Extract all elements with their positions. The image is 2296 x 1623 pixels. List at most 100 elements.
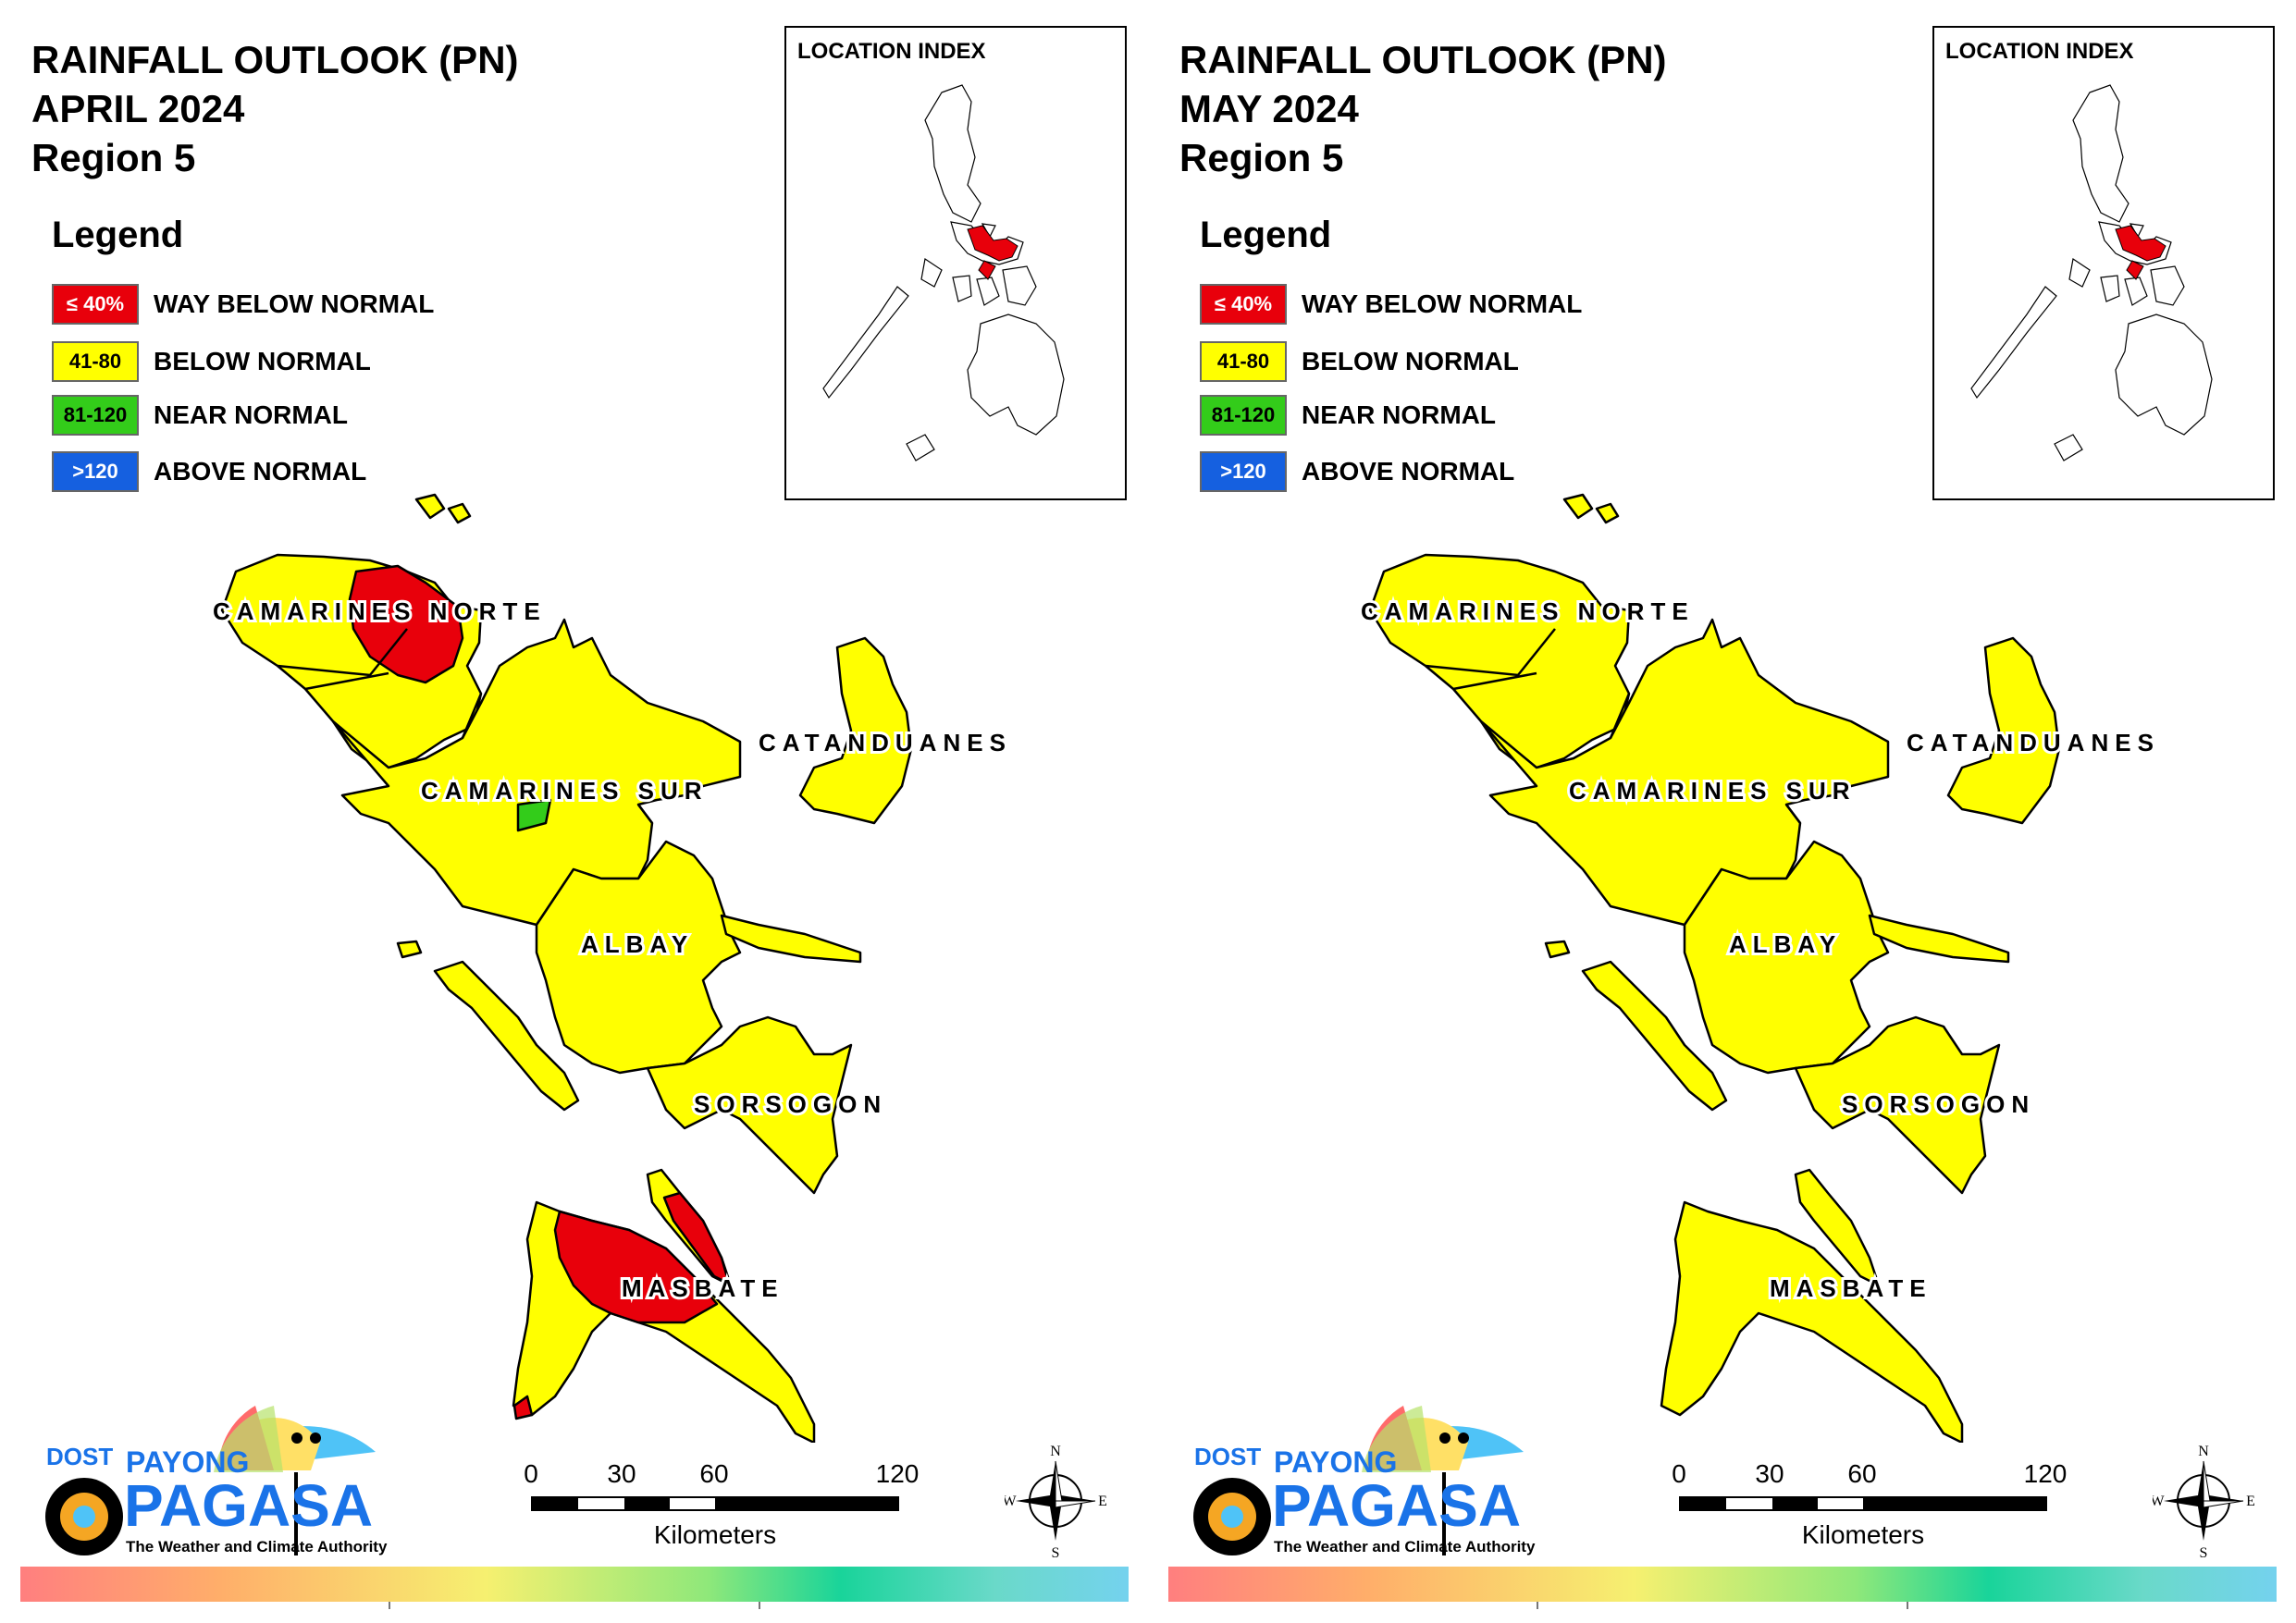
title-month: MAY 2024 bbox=[1179, 87, 1359, 130]
payong-pagasa-logo-icon: DOST PAYONG PAGASA The Weather and Clima… bbox=[1193, 1406, 1536, 1555]
scale-tick: 0 bbox=[1672, 1459, 1686, 1488]
legend-label: BELOW NORMAL bbox=[154, 347, 371, 375]
label-catanduanes: Catanduanes bbox=[759, 729, 1012, 756]
label-camarines-sur: Camarines Sur bbox=[1569, 777, 1857, 805]
scale-bar: 0 30 60 120 Kilometers bbox=[518, 1459, 925, 1561]
compass-e: E bbox=[1098, 1494, 1106, 1509]
rain-area-near-normal bbox=[516, 798, 552, 832]
legend-swatch: 81-120 bbox=[52, 395, 139, 436]
legend-swatch: ≤ 40% bbox=[1200, 284, 1287, 325]
legend-label: WAY BELOW NORMAL bbox=[1302, 289, 1583, 318]
logo-dost: DOST bbox=[46, 1443, 113, 1470]
logo-dost: DOST bbox=[1194, 1443, 1261, 1470]
compass-rose-icon: N S E W bbox=[1002, 1444, 1106, 1561]
province-camarines-sur bbox=[1479, 618, 1890, 927]
logo-tagline: The Weather and Climate Authority bbox=[1274, 1538, 1536, 1555]
label-catanduanes: Catanduanes bbox=[1907, 729, 2160, 756]
legend-swatch: ≤ 40% bbox=[52, 284, 139, 325]
label-masbate: Masbate bbox=[622, 1274, 784, 1302]
logo-payong: PAYONG bbox=[126, 1445, 249, 1479]
legend-label: WAY BELOW NORMAL bbox=[154, 289, 435, 318]
compass-e: E bbox=[2246, 1494, 2254, 1509]
legend-label: BELOW NORMAL bbox=[1302, 347, 1519, 375]
island-burias bbox=[1581, 960, 1728, 1112]
scale-tick: 120 bbox=[875, 1459, 920, 1488]
province-sorsogon bbox=[646, 1015, 853, 1195]
scale-unit: Kilometers bbox=[1801, 1520, 1925, 1549]
title-region: Region 5 bbox=[1179, 136, 1344, 179]
rain-area-way-below-1 bbox=[348, 564, 464, 684]
province-albay bbox=[1683, 840, 1890, 1075]
region5-map: Camarines Norte Catanduanes Camarines Su… bbox=[1358, 493, 2160, 1443]
legend-item-below: 41-80 BELOW NORMAL bbox=[1200, 339, 1519, 384]
legend-swatch: 41-80 bbox=[52, 341, 139, 382]
region5-map: Camarines Norte Catanduanes Camarines Su… bbox=[210, 493, 1012, 1443]
legend-label: NEAR NORMAL bbox=[154, 400, 348, 429]
legend-item-above: >120 ABOVE NORMAL bbox=[1200, 449, 1514, 494]
gradient-footer-bar bbox=[20, 1567, 1129, 1609]
map-title: RAINFALL OUTLOOK (PN) MAY 2024 Region 5 bbox=[1179, 35, 1667, 182]
compass-rose-icon: N S E W bbox=[2150, 1444, 2254, 1561]
scale-tick: 0 bbox=[524, 1459, 538, 1488]
compass: N S E W bbox=[1002, 1441, 1106, 1561]
province-masbate bbox=[1660, 1200, 1964, 1443]
legend-swatch: >120 bbox=[52, 451, 139, 492]
scale-tick: 60 bbox=[1847, 1459, 1877, 1488]
inset-title: LOCATION INDEX bbox=[797, 39, 986, 64]
province-catanduanes bbox=[1946, 636, 2061, 825]
compass-s: S bbox=[2200, 1545, 2208, 1561]
compass-n: N bbox=[2198, 1444, 2209, 1459]
scale-tick: 30 bbox=[607, 1459, 636, 1488]
label-camarines-sur: Camarines Sur bbox=[421, 777, 709, 805]
logo-pagasa: PAGASA bbox=[124, 1472, 373, 1539]
panel-may: RAINFALL OUTLOOK (PN) MAY 2024 Region 5 … bbox=[1148, 0, 2296, 1623]
legend-item-way-below: ≤ 40% WAY BELOW NORMAL bbox=[1200, 282, 1582, 326]
legend-swatch: 41-80 bbox=[1200, 341, 1287, 382]
rain-area-way-below-3 bbox=[553, 1210, 719, 1324]
legend-label: ABOVE NORMAL bbox=[1302, 457, 1515, 486]
legend-item-near: 81-120 NEAR NORMAL bbox=[1200, 393, 1496, 437]
legend-item-way-below: ≤ 40% WAY BELOW NORMAL bbox=[52, 282, 434, 326]
legend-item-above: >120 ABOVE NORMAL bbox=[52, 449, 366, 494]
province-catanduanes bbox=[798, 636, 913, 825]
location-index-inset: LOCATION INDEX bbox=[1932, 26, 2275, 500]
rain-area-way-below-2 bbox=[662, 1191, 731, 1285]
title-region: Region 5 bbox=[31, 136, 196, 179]
gradient-footer-bar bbox=[1168, 1567, 2277, 1609]
legend-swatch: >120 bbox=[1200, 451, 1287, 492]
logo-tagline: The Weather and Climate Authority bbox=[126, 1538, 388, 1555]
compass: N S E W bbox=[2150, 1441, 2254, 1561]
label-camarines-norte: Camarines Norte bbox=[1361, 597, 1695, 625]
payong-pagasa-logo-icon: DOST PAYONG PAGASA The Weather and Clima… bbox=[45, 1406, 388, 1555]
scale-tick: 60 bbox=[699, 1459, 729, 1488]
location-index-inset: LOCATION INDEX bbox=[784, 26, 1127, 500]
title-line1: RAINFALL OUTLOOK (PN) bbox=[31, 38, 519, 81]
logo-pagasa: PAGASA bbox=[1272, 1472, 1521, 1539]
province-camarines-sur bbox=[331, 618, 742, 927]
scale-tick: 120 bbox=[2023, 1459, 2068, 1488]
legend-label: NEAR NORMAL bbox=[1302, 400, 1496, 429]
legend-title: Legend bbox=[52, 215, 184, 255]
inset-title: LOCATION INDEX bbox=[1945, 39, 2134, 64]
legend-item-near: 81-120 NEAR NORMAL bbox=[52, 393, 348, 437]
compass-w: W bbox=[1005, 1494, 1017, 1509]
pagasa-logo: DOST PAYONG PAGASA The Weather and Clima… bbox=[33, 1387, 394, 1563]
label-masbate: Masbate bbox=[1770, 1274, 1932, 1302]
compass-n: N bbox=[1050, 1444, 1061, 1459]
logo-payong: PAYONG bbox=[1274, 1445, 1397, 1479]
scale-tick: 30 bbox=[1755, 1459, 1784, 1488]
label-albay: Albay bbox=[1729, 930, 1842, 958]
label-camarines-norte: Camarines Norte bbox=[213, 597, 547, 625]
philippines-outline-icon bbox=[822, 84, 1065, 461]
island-ticao bbox=[1794, 1168, 1881, 1287]
province-albay bbox=[535, 840, 742, 1075]
title-line1: RAINFALL OUTLOOK (PN) bbox=[1179, 38, 1667, 81]
compass-w: W bbox=[2153, 1494, 2165, 1509]
province-sorsogon bbox=[1794, 1015, 2001, 1195]
label-sorsogon: Sorsogon bbox=[1842, 1090, 2035, 1118]
pagasa-logo: DOST PAYONG PAGASA The Weather and Clima… bbox=[1181, 1387, 1542, 1563]
panel-april: RAINFALL OUTLOOK (PN) APRIL 2024 Region … bbox=[20, 26, 1129, 1609]
legend-item-below: 41-80 BELOW NORMAL bbox=[52, 339, 371, 384]
scale-bar: 0 30 60 120 Kilometers bbox=[1666, 1459, 2073, 1561]
label-albay: Albay bbox=[581, 930, 694, 958]
